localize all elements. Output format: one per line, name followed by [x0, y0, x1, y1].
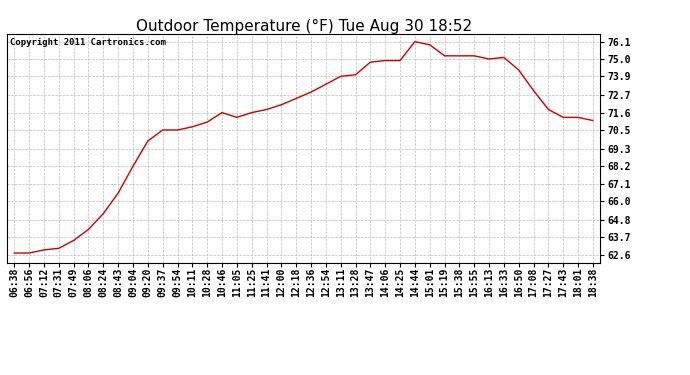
Text: Copyright 2011 Cartronics.com: Copyright 2011 Cartronics.com: [10, 38, 166, 47]
Text: Outdoor Temperature (°F) Tue Aug 30 18:52: Outdoor Temperature (°F) Tue Aug 30 18:5…: [135, 19, 472, 34]
